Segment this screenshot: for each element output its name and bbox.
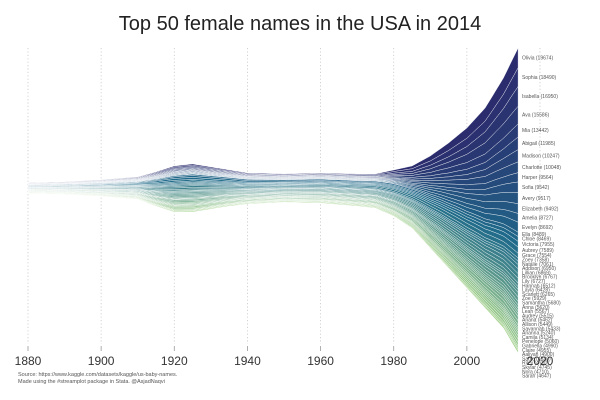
caption-source: Source: https://www.kaggle.com/datasets/… — [18, 372, 178, 378]
series-label-amelia: Amelia (8727) — [522, 215, 553, 221]
tick-label-1920: 1920 — [161, 354, 188, 368]
series-label-evelyn: Evelyn (8692) — [522, 225, 553, 231]
series-label-anna: Anna (5620) — [522, 305, 550, 311]
series-label-avery: Avery (9517) — [522, 196, 551, 202]
series-label-abigail: Abigail (11985) — [522, 141, 556, 147]
series-label-lily: Lily (6727) — [522, 279, 546, 285]
series-label-zoey: Zoey (7358) — [522, 258, 549, 264]
series-label-sofia: Sofia (9542) — [522, 185, 550, 191]
tick-label-1960: 1960 — [307, 354, 334, 368]
tick-label-2000: 2000 — [454, 354, 481, 368]
series-label-layla: Layla (6428) — [522, 288, 550, 294]
series-label-skylar: Skylar (4745) — [522, 365, 552, 371]
series-label-ella: Ella (8489) — [522, 232, 547, 238]
series-label-savannah: Savannah (5433) — [522, 326, 561, 332]
series-label-scarlett: Scarlett (6265) — [522, 292, 555, 298]
series-labels: Olivia (19674) Sophia (18490) Isabella (16… — [522, 56, 561, 380]
series-label-charlotte: Charlotte (10048) — [522, 165, 561, 171]
tick-label-1900: 1900 — [88, 354, 115, 368]
series-label-chloe: Chloe (8469) — [522, 237, 551, 243]
series-label-samantha: Samantha (5680) — [522, 301, 561, 307]
series-label-hannah: Hannah (6512) — [522, 283, 556, 289]
tick-label-1940: 1940 — [234, 354, 261, 368]
series-label-riley: Riley (4780) — [522, 361, 549, 367]
series-label-lillian: Lillian (6869) — [522, 270, 551, 276]
series-label-harper: Harper (9564) — [522, 175, 553, 181]
chart-title: Top 50 female names in the USA in 2014 — [119, 13, 481, 35]
series-label-elizabeth: Elizabeth (9492) — [522, 206, 559, 212]
series-label-natalie: Natalie (7061) — [522, 262, 554, 268]
stream-sarah — [27, 192, 519, 354]
series-label-madison: Madison (10247) — [522, 153, 560, 159]
series-label-claire: Claire (4955) — [522, 348, 551, 354]
caption-credit: Made using the #streamplot package in St… — [18, 379, 165, 385]
x-axis: 1880 1900 1920 1940 1960 1980 2000 2020 — [15, 346, 554, 368]
series-label-ariana: Ariana (5462) — [522, 318, 553, 324]
series-label-grace: Grace (7554) — [522, 253, 552, 259]
series-label-audrey: Audrey (5515) — [522, 313, 554, 319]
series-label-sophia: Sophia (18490) — [522, 75, 557, 81]
series-label-mia: Mia (13442) — [522, 128, 549, 134]
series-label-zoe: Zoe (5929) — [522, 296, 547, 302]
stream-layers — [27, 47, 519, 354]
tick-label-1880: 1880 — [15, 354, 42, 368]
tick-label-2020: 2020 — [527, 354, 554, 368]
series-label-nora: Nora (4710) — [522, 369, 549, 375]
series-label-aaliyah: Aaliyah (4900) — [522, 352, 555, 358]
series-label-victoria: Victoria (7955) — [522, 242, 555, 248]
series-label-olivia: Olivia (19674) — [522, 56, 553, 62]
series-label-brooklyn: Brooklyn (6767) — [522, 275, 558, 281]
series-label-ava: Ava (15586) — [522, 113, 549, 119]
series-label-sadie: Sadie (4830) — [522, 356, 551, 362]
series-label-camila: Camila (5134) — [522, 335, 554, 341]
series-label-isabella: Isabella (16950) — [522, 94, 558, 100]
series-label-aubrey: Aubrey (7589) — [522, 248, 554, 254]
series-label-leah: Leah (5567) — [522, 309, 549, 315]
series-label-allison: Allison (5449) — [522, 322, 553, 328]
series-label-sarah: Sarah (4647) — [522, 374, 552, 380]
tick-label-1980: 1980 — [380, 354, 407, 368]
series-label-addison: Addison (6950) — [522, 266, 556, 272]
series-label-penelope: Penelope (5060) — [522, 339, 559, 345]
series-label-arianna: Arianna (5240) — [522, 331, 555, 337]
